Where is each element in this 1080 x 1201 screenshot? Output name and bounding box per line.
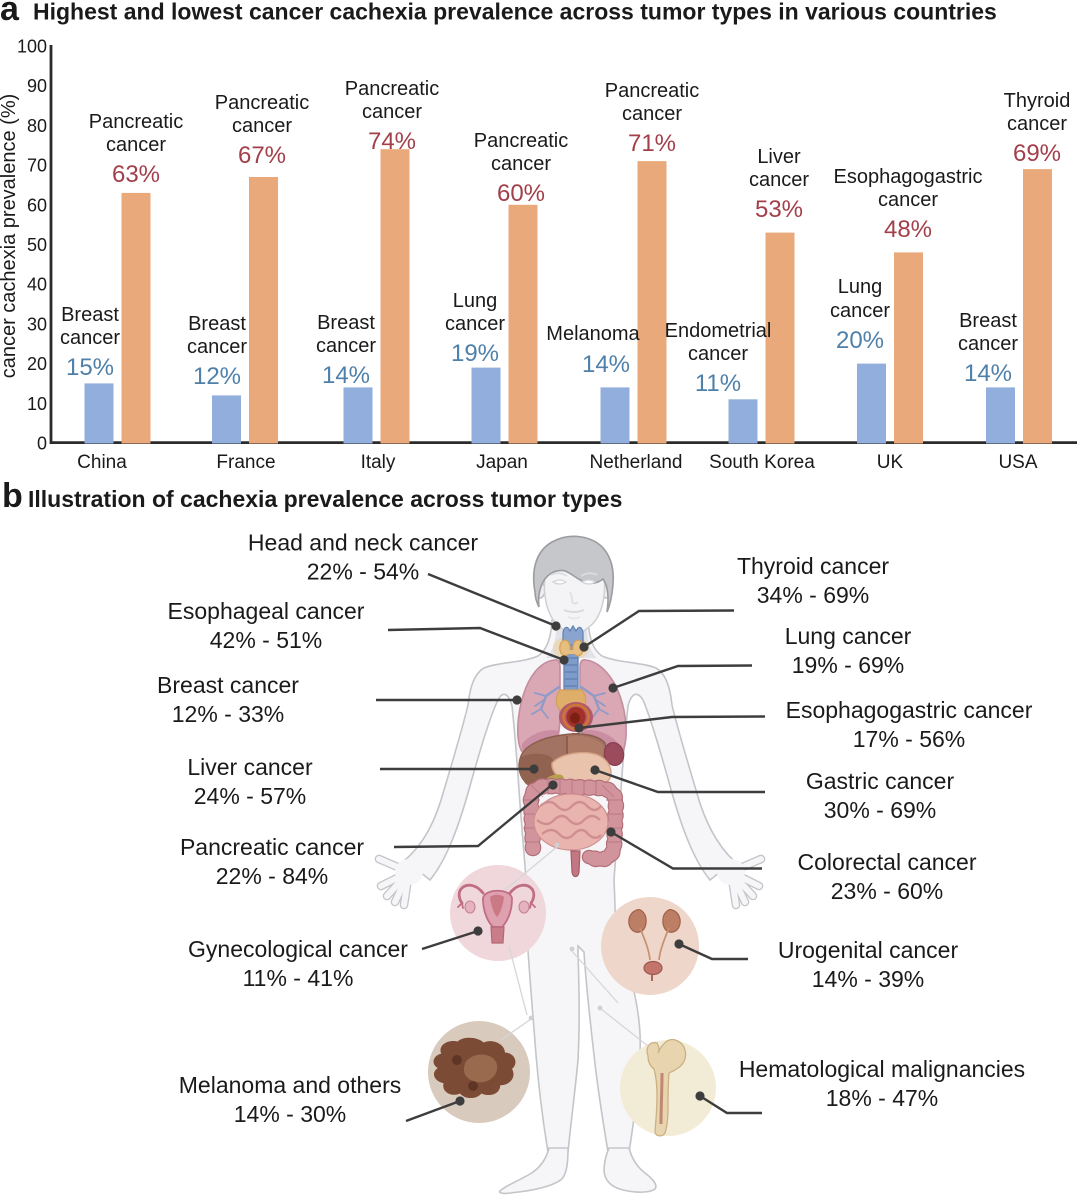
svg-text:Lung cancer: Lung cancer	[785, 623, 912, 649]
svg-text:Head and neck cancer: Head and neck cancer	[248, 530, 478, 556]
svg-text:USA: USA	[998, 452, 1037, 473]
svg-text:cancer: cancer	[106, 134, 166, 156]
svg-text:74%: 74%	[368, 128, 416, 155]
svg-text:China: China	[77, 452, 127, 473]
svg-text:Breast: Breast	[61, 304, 119, 326]
svg-text:Thyroid: Thyroid	[1004, 90, 1071, 112]
svg-text:Liver cancer: Liver cancer	[187, 754, 313, 780]
svg-text:cancer: cancer	[830, 300, 890, 322]
svg-text:70: 70	[27, 156, 47, 176]
svg-text:Pancreatic: Pancreatic	[605, 80, 700, 102]
svg-text:12%: 12%	[193, 363, 241, 390]
svg-text:90: 90	[27, 76, 47, 96]
svg-text:10: 10	[27, 394, 47, 414]
svg-text:Pancreatic: Pancreatic	[474, 130, 569, 152]
svg-text:Lung: Lung	[838, 276, 883, 298]
svg-text:cancer: cancer	[878, 189, 938, 211]
svg-text:cancer cachexia prevalence (%): cancer cachexia prevalence (%)	[0, 94, 20, 379]
svg-text:67%: 67%	[238, 142, 286, 169]
svg-text:20: 20	[27, 354, 47, 374]
svg-text:cancer: cancer	[187, 336, 247, 358]
svg-text:11%: 11%	[695, 370, 741, 397]
svg-text:14%: 14%	[582, 351, 630, 378]
svg-text:Endometrial: Endometrial	[665, 320, 772, 342]
svg-text:Pancreatic cancer: Pancreatic cancer	[180, 834, 364, 860]
svg-text:cancer: cancer	[362, 101, 422, 123]
svg-text:a: a	[0, 0, 20, 28]
svg-text:Japan: Japan	[476, 452, 528, 473]
svg-text:Esophagogastric: Esophagogastric	[834, 166, 983, 188]
svg-text:50: 50	[27, 235, 47, 255]
svg-text:15%: 15%	[66, 354, 114, 381]
svg-text:cancer: cancer	[491, 153, 551, 175]
svg-text:14%: 14%	[964, 360, 1012, 387]
svg-text:Breast cancer: Breast cancer	[157, 672, 299, 698]
svg-text:23% - 60%: 23% - 60%	[831, 878, 944, 904]
svg-text:Melanoma: Melanoma	[546, 323, 640, 345]
svg-text:69%: 69%	[1013, 140, 1061, 167]
svg-text:60%: 60%	[497, 180, 545, 207]
svg-text:14% - 30%: 14% - 30%	[234, 1101, 347, 1127]
svg-text:14% - 39%: 14% - 39%	[812, 966, 925, 992]
svg-text:Esophageal cancer: Esophageal cancer	[168, 598, 365, 624]
svg-text:30: 30	[27, 314, 47, 334]
svg-text:cancer: cancer	[60, 327, 120, 349]
svg-text:cancer: cancer	[958, 333, 1018, 355]
svg-text:cancer: cancer	[1007, 113, 1067, 135]
svg-text:22% - 54%: 22% - 54%	[307, 559, 420, 585]
svg-text:Pancreatic: Pancreatic	[345, 78, 440, 100]
svg-text:Illustration of cachexia preva: Illustration of cachexia prevalence acro…	[28, 486, 622, 512]
svg-text:Pancreatic: Pancreatic	[89, 111, 184, 133]
svg-text:Italy: Italy	[361, 452, 396, 473]
svg-text:0: 0	[37, 434, 47, 454]
svg-text:14%: 14%	[322, 362, 370, 389]
svg-text:12% - 33%: 12% - 33%	[172, 701, 285, 727]
svg-text:cancer: cancer	[749, 169, 809, 191]
svg-text:71%: 71%	[628, 130, 676, 157]
svg-text:Hematological malignancies: Hematological malignancies	[739, 1056, 1025, 1082]
svg-text:11% - 41%: 11% - 41%	[243, 965, 354, 991]
svg-text:34% - 69%: 34% - 69%	[757, 582, 870, 608]
svg-text:cancer: cancer	[688, 343, 748, 365]
svg-text:Lung: Lung	[453, 290, 498, 312]
svg-text:18% - 47%: 18% - 47%	[826, 1085, 939, 1111]
svg-text:UK: UK	[877, 452, 904, 473]
svg-text:Liver: Liver	[757, 146, 801, 168]
svg-text:Highest and lowest cancer cach: Highest and lowest cancer cachexia preva…	[33, 0, 997, 25]
svg-text:Breast: Breast	[959, 310, 1017, 332]
svg-text:cancer: cancer	[445, 313, 505, 335]
svg-text:60: 60	[27, 195, 47, 215]
svg-text:Melanoma and others: Melanoma and others	[179, 1072, 401, 1098]
svg-text:40: 40	[27, 275, 47, 295]
svg-text:42% - 51%: 42% - 51%	[210, 627, 323, 653]
svg-text:19% - 69%: 19% - 69%	[792, 652, 905, 678]
svg-text:Thyroid cancer: Thyroid cancer	[737, 553, 889, 579]
svg-text:Esophagogastric cancer: Esophagogastric cancer	[786, 697, 1033, 723]
svg-text:53%: 53%	[755, 196, 803, 223]
svg-text:22% - 84%: 22% - 84%	[216, 863, 329, 889]
svg-text:Pancreatic: Pancreatic	[215, 92, 310, 114]
svg-text:30% - 69%: 30% - 69%	[824, 797, 937, 823]
svg-text:Netherland: Netherland	[590, 452, 683, 473]
svg-text:France: France	[216, 452, 275, 473]
svg-text:17% - 56%: 17% - 56%	[853, 726, 966, 752]
svg-text:24% - 57%: 24% - 57%	[194, 783, 307, 809]
svg-text:63%: 63%	[112, 161, 160, 188]
svg-text:Breast: Breast	[188, 313, 246, 335]
svg-text:20%: 20%	[836, 327, 884, 354]
svg-text:Gastric cancer: Gastric cancer	[806, 768, 955, 794]
svg-text:South Korea: South Korea	[709, 452, 815, 473]
svg-text:b: b	[2, 477, 23, 515]
svg-text:Breast: Breast	[317, 312, 375, 334]
svg-text:cancer: cancer	[232, 115, 292, 137]
svg-text:Colorectal cancer: Colorectal cancer	[798, 849, 977, 875]
svg-text:80: 80	[27, 116, 47, 136]
svg-text:Gynecological cancer: Gynecological cancer	[188, 936, 408, 962]
svg-text:cancer: cancer	[622, 103, 682, 125]
svg-text:cancer: cancer	[316, 335, 376, 357]
svg-text:100: 100	[17, 37, 47, 57]
svg-text:19%: 19%	[451, 340, 499, 367]
svg-text:48%: 48%	[884, 216, 932, 243]
svg-text:Urogenital cancer: Urogenital cancer	[778, 937, 959, 963]
